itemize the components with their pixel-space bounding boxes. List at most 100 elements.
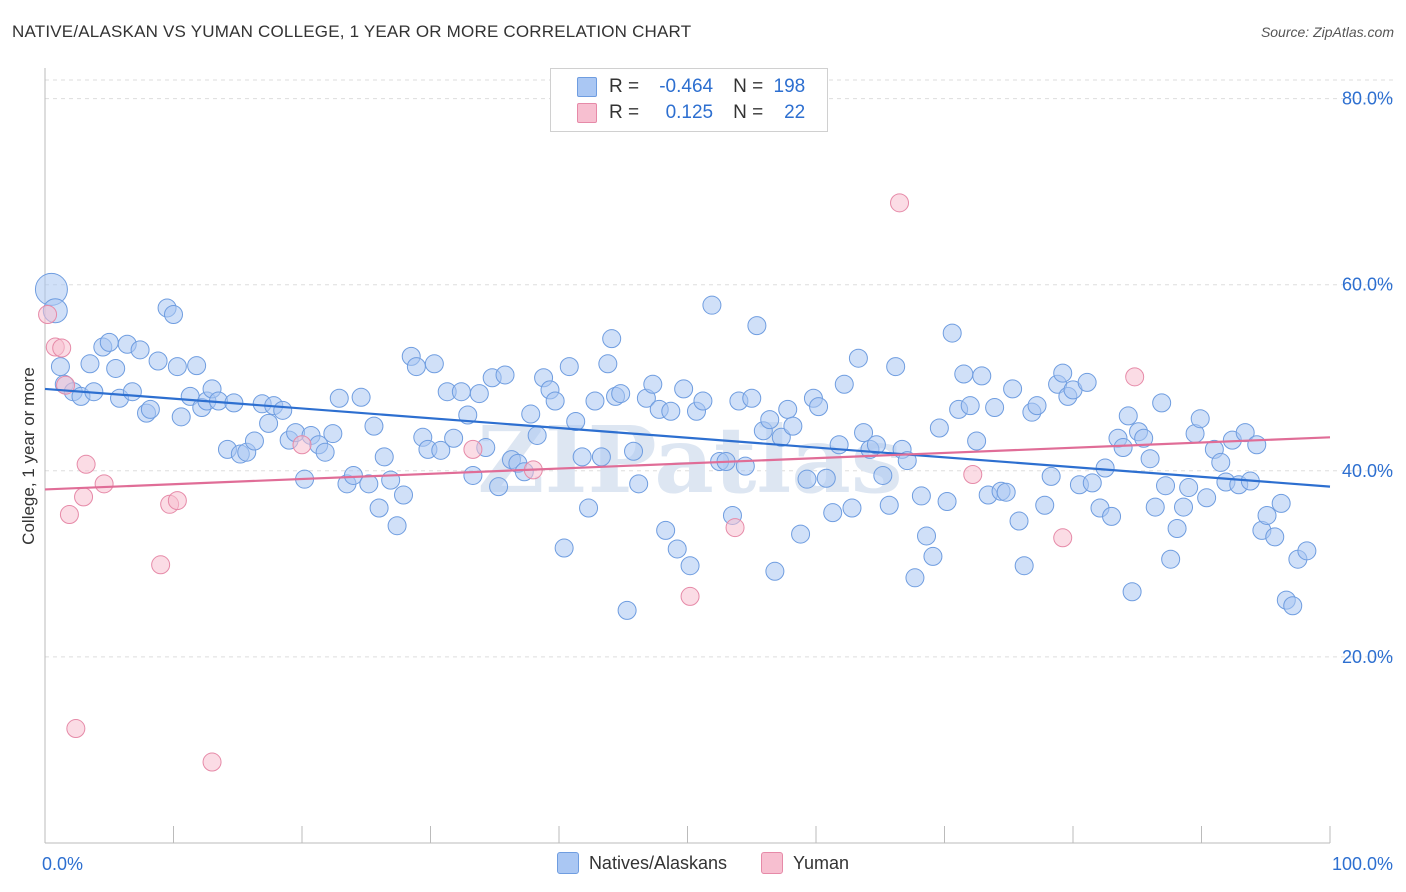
data-point xyxy=(315,442,335,462)
data-point xyxy=(1190,409,1210,429)
series-legend: Natives/Alaskans Yuman xyxy=(0,852,1406,874)
data-point xyxy=(674,379,694,399)
data-point xyxy=(292,435,312,455)
y-tick-label: 20.0% xyxy=(1342,647,1393,667)
data-point xyxy=(527,425,547,445)
data-point xyxy=(873,465,893,485)
axis-labels: 20.0% 40.0% 60.0% 80.0% 0.0% 100.0% College, 1… xyxy=(19,89,1393,874)
data-point xyxy=(76,454,96,474)
data-point xyxy=(886,357,906,377)
data-point xyxy=(778,399,798,419)
data-point xyxy=(1122,582,1142,602)
data-point xyxy=(463,439,483,459)
data-point xyxy=(1179,478,1199,498)
data-point xyxy=(693,391,713,411)
data-point xyxy=(244,431,264,451)
data-point xyxy=(1152,393,1172,413)
axes xyxy=(44,68,1331,844)
source-label: Source: ZipAtlas.com xyxy=(1260,24,1394,40)
data-point xyxy=(1082,473,1102,493)
data-point xyxy=(489,477,509,497)
data-point xyxy=(1174,497,1194,517)
legend-swatch-natives xyxy=(577,77,597,97)
series-legend-natives[interactable]: Natives/Alaskans xyxy=(556,852,727,874)
data-point xyxy=(1265,527,1285,547)
legend-n-label: N = xyxy=(733,102,764,123)
data-point xyxy=(66,719,86,739)
data-point xyxy=(829,435,849,455)
legend-row-natives: R = -0.464 N = 198 xyxy=(577,75,805,99)
legend-r-label: R = xyxy=(609,76,640,97)
data-point xyxy=(937,492,957,512)
y-tick-label: 40.0% xyxy=(1342,461,1393,481)
data-point xyxy=(1003,379,1023,399)
data-point xyxy=(617,600,637,620)
data-point xyxy=(1271,493,1291,513)
data-point xyxy=(80,354,100,374)
data-point xyxy=(1283,596,1303,616)
data-point xyxy=(463,465,483,485)
data-point xyxy=(1161,549,1181,569)
legend-r-label: R = xyxy=(609,102,640,123)
data-point xyxy=(702,295,722,315)
data-point xyxy=(783,416,803,436)
data-point xyxy=(1035,495,1055,515)
data-point xyxy=(598,354,618,374)
data-point xyxy=(424,354,444,374)
data-point xyxy=(911,486,931,506)
data-point xyxy=(579,498,599,518)
data-point xyxy=(351,387,371,407)
data-point xyxy=(164,304,183,324)
data-point xyxy=(1140,449,1160,469)
series-legend-yuman[interactable]: Yuman xyxy=(761,852,849,874)
data-point xyxy=(791,524,811,544)
data-point xyxy=(963,465,983,485)
data-point xyxy=(50,357,70,377)
data-point xyxy=(1077,372,1097,392)
data-point xyxy=(917,526,937,546)
data-point xyxy=(823,503,843,523)
data-point xyxy=(725,518,745,538)
data-point xyxy=(554,538,574,558)
series-yuman xyxy=(38,193,1145,772)
data-point xyxy=(130,340,150,360)
data-point xyxy=(59,505,79,525)
data-point xyxy=(521,404,541,424)
data-point xyxy=(1211,452,1231,472)
data-point xyxy=(1102,506,1122,526)
data-point xyxy=(1197,488,1217,508)
data-point xyxy=(171,407,191,427)
data-point xyxy=(643,374,663,394)
trend-line xyxy=(44,387,1331,488)
data-point xyxy=(680,556,700,576)
data-point xyxy=(1297,541,1317,561)
data-point xyxy=(1118,406,1138,426)
data-point xyxy=(387,516,407,536)
legend-r-value: 0.125 xyxy=(665,102,714,123)
data-point xyxy=(381,470,401,490)
data-point xyxy=(431,440,451,460)
data-point xyxy=(458,405,478,425)
data-point xyxy=(771,427,791,447)
data-point xyxy=(661,401,681,421)
data-point xyxy=(329,388,349,408)
data-point xyxy=(559,357,579,377)
data-point xyxy=(985,398,1005,418)
data-point xyxy=(879,495,899,515)
data-point xyxy=(151,555,171,575)
data-point xyxy=(273,400,293,420)
data-point xyxy=(167,491,187,511)
legend-n-value: 22 xyxy=(784,102,806,123)
data-point xyxy=(38,304,58,324)
data-point xyxy=(572,447,592,467)
trend-layer xyxy=(44,387,1331,491)
data-point xyxy=(406,357,426,377)
legend-row-yuman: R = 0.125 N = 22 xyxy=(577,101,805,125)
data-point xyxy=(972,366,992,386)
data-point xyxy=(967,431,987,451)
data-point xyxy=(259,413,279,433)
x-tick-label: 100.0% xyxy=(1332,854,1393,874)
chart-title: NATIVE/ALASKAN VS YUMAN COLLEGE, 1 YEAR … xyxy=(12,22,692,41)
data-point xyxy=(1134,428,1154,448)
series-legend-label: Natives/Alaskans xyxy=(588,852,727,873)
